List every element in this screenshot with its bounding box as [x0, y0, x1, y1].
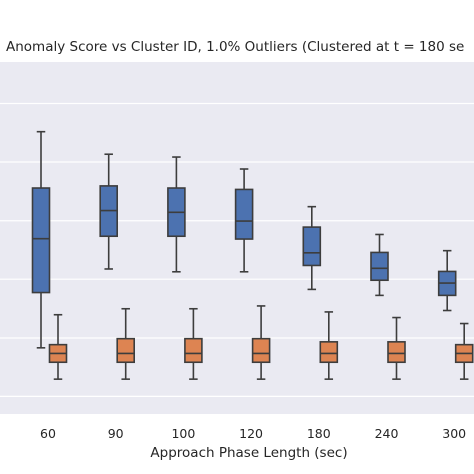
box-0-180	[302, 205, 322, 291]
box-iqr	[387, 341, 406, 364]
box-1-120	[251, 305, 271, 380]
x-tick-label: 90	[108, 426, 124, 441]
box-1-300	[454, 322, 474, 380]
box-0-90	[99, 153, 118, 270]
box-1-90	[116, 307, 135, 380]
x-axis-label: Approach Phase Length (sec)	[150, 445, 347, 461]
chart-title: Anomaly Score vs Cluster ID, 1.0% Outlie…	[6, 39, 464, 55]
x-tick-label: 240	[375, 426, 399, 441]
x-tick-label: 60	[40, 426, 56, 441]
box-iqr	[116, 337, 135, 364]
box-0-100	[167, 156, 186, 273]
box-iqr	[251, 337, 271, 364]
box-iqr	[184, 337, 203, 364]
box-iqr	[234, 188, 254, 240]
x-tick-label: 120	[239, 426, 263, 441]
x-tick-labels: 60 90 100 120 180 240 300	[40, 426, 466, 441]
box-1-60	[48, 313, 68, 380]
box-iqr	[370, 251, 389, 282]
box-0-300	[437, 249, 457, 312]
x-tick-label: 100	[171, 426, 195, 441]
box-0-120	[234, 168, 254, 273]
box-iqr	[31, 187, 51, 294]
box-1-180	[319, 311, 339, 380]
box-iqr	[302, 226, 322, 267]
box-plot-boxes	[31, 130, 474, 380]
box-iqr	[319, 341, 339, 364]
x-tick-label: 300	[442, 426, 466, 441]
box-0-60	[31, 130, 51, 349]
box-0-240	[370, 233, 389, 297]
box-1-100	[184, 307, 203, 380]
box-1-240	[387, 316, 406, 380]
x-tick-label: 180	[307, 426, 331, 441]
